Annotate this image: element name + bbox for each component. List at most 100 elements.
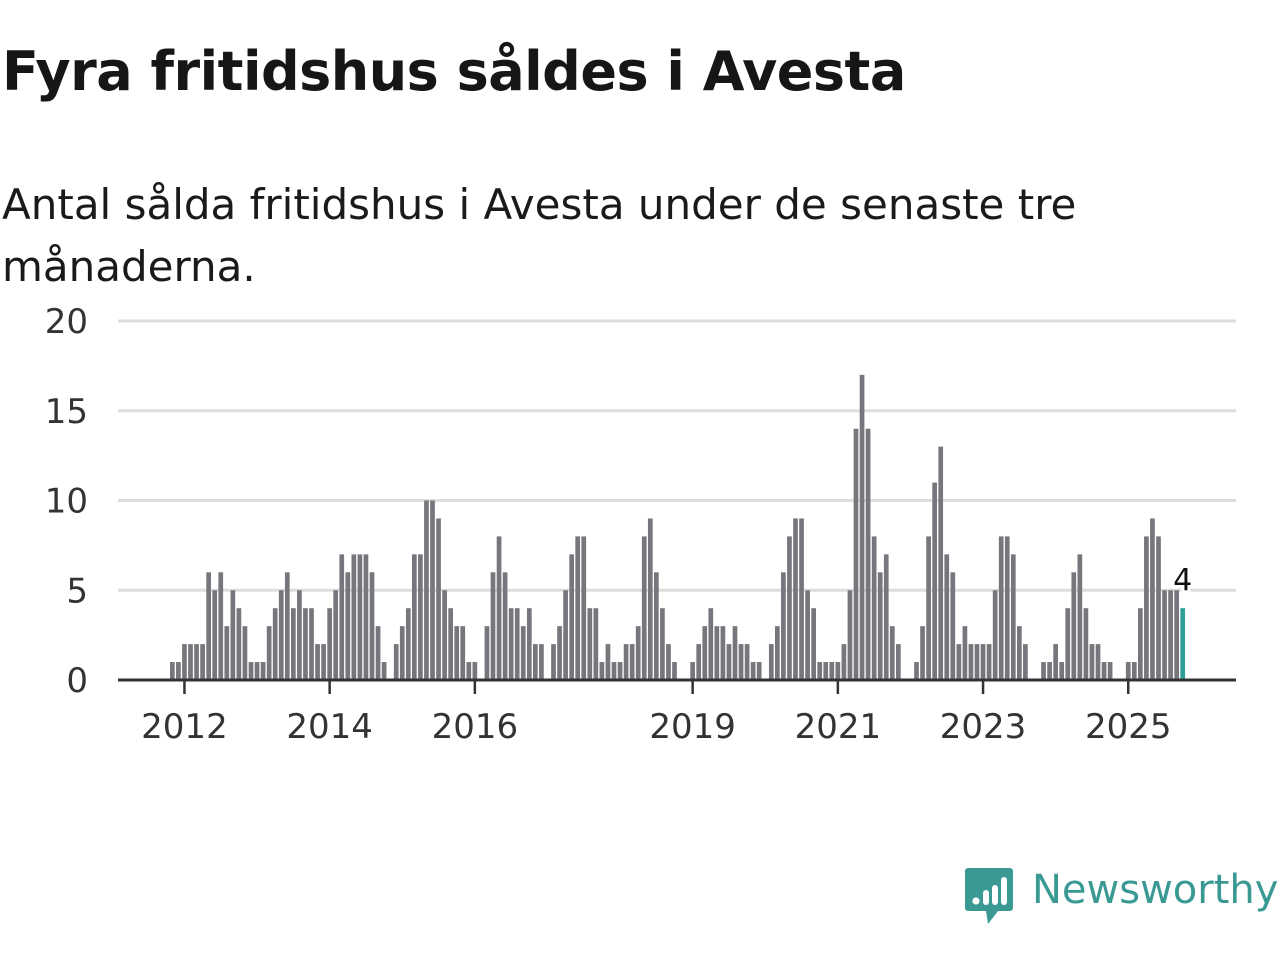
bar <box>284 572 290 680</box>
bar <box>950 572 956 680</box>
bar <box>297 590 302 680</box>
bar <box>206 572 211 680</box>
bar <box>1083 608 1089 680</box>
bar <box>405 608 411 680</box>
x-tick-label: 2023 <box>940 707 1027 747</box>
bar <box>641 536 647 680</box>
y-tick-label: 15 <box>45 392 88 432</box>
bar <box>1010 554 1016 680</box>
bar <box>520 626 526 680</box>
bar <box>393 644 399 680</box>
bar <box>436 518 441 680</box>
bar <box>623 644 629 680</box>
bar <box>702 626 708 680</box>
bar <box>720 626 726 680</box>
bar <box>563 590 568 680</box>
bar <box>230 590 236 680</box>
highlighted-bar <box>1180 608 1186 680</box>
bar <box>363 554 369 680</box>
brand: Newsworthy <box>964 866 1278 926</box>
bar <box>236 608 242 680</box>
bar <box>1065 608 1071 680</box>
bar <box>793 518 798 680</box>
bar <box>212 590 218 680</box>
bar <box>508 608 514 680</box>
bar <box>1168 590 1173 680</box>
bar <box>272 608 278 680</box>
bar <box>1071 572 1077 680</box>
bar <box>200 644 205 680</box>
bar <box>412 554 417 680</box>
newsworthy-logo-icon <box>965 868 1013 924</box>
bar <box>781 572 786 680</box>
bar <box>581 536 587 680</box>
bar <box>805 590 810 680</box>
bar <box>224 626 230 680</box>
y-tick-label: 0 <box>66 661 88 701</box>
bar <box>750 662 756 680</box>
bar <box>992 590 998 680</box>
bar <box>998 536 1004 680</box>
bar <box>914 662 919 680</box>
bar <box>448 608 453 680</box>
bar <box>1125 662 1131 680</box>
bar <box>690 662 695 680</box>
bar <box>944 554 950 680</box>
bar <box>823 662 829 680</box>
bar <box>1077 554 1083 680</box>
bar <box>1144 536 1149 680</box>
bar <box>557 626 562 680</box>
bar <box>799 518 804 680</box>
bar <box>430 500 435 680</box>
bar <box>672 662 677 680</box>
bar <box>660 608 665 680</box>
x-tick-label: 2012 <box>141 707 228 747</box>
bar <box>278 590 284 680</box>
bar <box>847 590 853 680</box>
bar <box>787 536 792 680</box>
bar <box>738 644 744 680</box>
bar <box>920 626 925 680</box>
bar <box>829 662 835 680</box>
bar <box>744 644 750 680</box>
chart-gridlines <box>118 319 1236 592</box>
bar <box>835 662 841 680</box>
bar <box>539 644 544 680</box>
bar <box>176 662 181 680</box>
bar <box>569 554 574 680</box>
bar <box>466 662 472 680</box>
bar <box>599 662 605 680</box>
chart-bars <box>170 374 1186 680</box>
bar <box>962 626 968 680</box>
bar <box>629 644 635 680</box>
y-axis: 0 5 10 15 20 <box>45 302 88 701</box>
chart-title: Fyra fritidshus såldes i Avesta <box>2 40 906 103</box>
x-tick-label: 2019 <box>649 707 736 747</box>
bar <box>170 662 175 680</box>
bar <box>587 608 593 680</box>
bar <box>956 644 962 680</box>
bar <box>357 554 363 680</box>
bar <box>1059 662 1065 680</box>
bar <box>617 662 623 680</box>
chart-data-labels: 4 <box>1170 560 1195 601</box>
bar <box>775 626 780 680</box>
bar <box>654 572 659 680</box>
bar <box>1150 518 1155 680</box>
bar <box>968 644 974 680</box>
x-tick-label: 2014 <box>286 707 373 747</box>
bar <box>865 428 871 680</box>
bar <box>932 482 937 680</box>
bar <box>896 644 901 680</box>
bar <box>369 572 375 680</box>
bar <box>1089 644 1095 680</box>
bar <box>859 374 865 680</box>
bar <box>635 626 641 680</box>
bar <box>575 536 581 680</box>
bar <box>647 518 653 680</box>
bar <box>726 644 732 680</box>
bar <box>877 572 883 680</box>
bar <box>551 644 556 680</box>
bar <box>889 626 895 680</box>
bar <box>339 554 345 680</box>
